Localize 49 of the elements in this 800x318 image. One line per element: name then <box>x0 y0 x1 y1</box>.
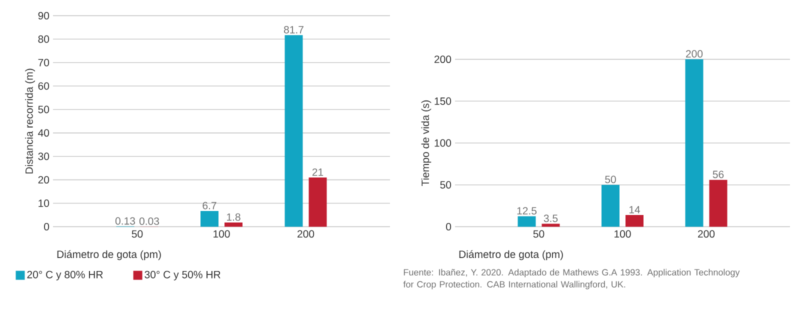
y-tick-label: 50 <box>38 106 50 114</box>
data-label: 14 <box>629 206 640 214</box>
x-axis-title: Diámetro de gota (pm) <box>57 250 161 260</box>
y-tick-label: 90 <box>38 12 50 20</box>
legend-label: 30° C y 50% HR <box>144 270 220 280</box>
legend-label: 20° C y 80% HR <box>27 270 103 280</box>
data-label: 21 <box>312 168 324 176</box>
data-label: 0.03 <box>139 218 160 225</box>
data-label: 12.5 <box>517 207 537 215</box>
x-axis-title: Diámetro de gota (pm) <box>459 250 563 260</box>
y-tick-label: 200 <box>434 56 452 64</box>
data-label: 1.8 <box>227 213 240 221</box>
y-tick-label: 70 <box>38 58 50 66</box>
data-label: 6.7 <box>202 202 216 210</box>
x-tick-label: 50 <box>533 230 544 238</box>
x-tick-label: 200 <box>298 230 314 238</box>
data-label: 81.7 <box>284 26 304 34</box>
y-tick-label: 80 <box>38 35 50 43</box>
bar <box>709 180 728 227</box>
y-tick-label: 10 <box>38 200 50 207</box>
bar <box>200 210 218 227</box>
x-tick-label: 100 <box>614 230 631 238</box>
y-tick-label: 20 <box>38 176 50 184</box>
bar <box>518 216 536 227</box>
bar <box>308 177 327 227</box>
y-axis-title: Tiempo de vida (s) <box>421 100 432 186</box>
data-label: 56 <box>712 170 724 178</box>
x-tick-label: 100 <box>214 230 230 238</box>
y-tick-label: 150 <box>434 97 452 105</box>
x-tick-label: 200 <box>698 230 715 238</box>
y-tick-label: 40 <box>38 129 50 137</box>
y-tick-label: 0 <box>44 222 50 230</box>
data-label: 3.5 <box>544 214 558 222</box>
bar <box>602 184 620 227</box>
y-tick-label: 100 <box>434 139 452 147</box>
y-tick-label: 0 <box>446 222 452 230</box>
data-label: 200 <box>686 50 703 58</box>
data-label: 0.13 <box>115 217 136 225</box>
bar <box>685 59 704 227</box>
x-tick-label: 50 <box>132 230 143 238</box>
source-note: Fuente: Ibañez, Y. 2020. Adaptado de Mathews G.A 1993. Application Technology for Crop Protection. CAB International Wallingford, UK. <box>403 268 740 290</box>
y-axis-title: Distancia recorrida (m) <box>25 68 35 174</box>
bar <box>626 214 644 227</box>
y-tick-label: 60 <box>38 82 50 90</box>
bar <box>224 222 243 227</box>
y-tick-label: 50 <box>440 181 452 189</box>
bar <box>284 35 303 227</box>
y-tick-label: 30 <box>38 152 50 160</box>
data-label: 50 <box>605 176 616 184</box>
